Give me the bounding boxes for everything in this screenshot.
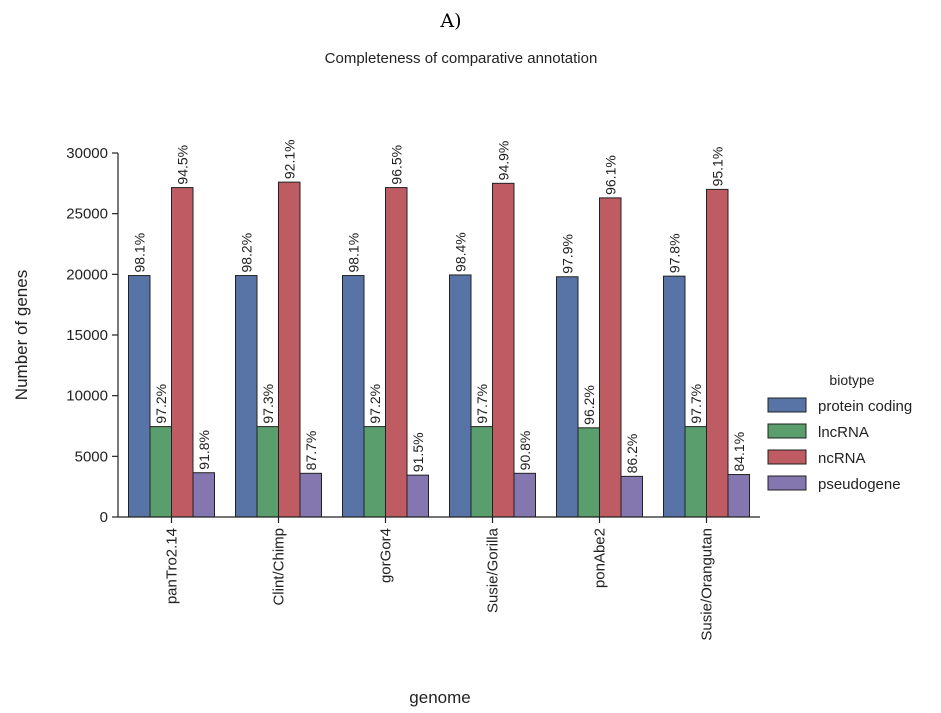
data-label: 91.8% (196, 430, 212, 470)
data-label: 98.2% (238, 233, 254, 273)
data-label: 96.2% (581, 385, 597, 425)
legend-entry: protein coding (818, 398, 912, 415)
x-tick-label: Susie/Orangutan (699, 528, 716, 641)
legend-swatch (767, 475, 807, 491)
bar-lncrna (577, 427, 600, 518)
bar-lncrna (470, 426, 493, 518)
x-tick-label: panTro2.14 (164, 528, 181, 604)
data-label: 98.4% (452, 232, 468, 272)
data-label: 92.1% (281, 139, 297, 179)
legend: biotype protein coding lncRNA ncRNA pseudog… (767, 372, 912, 493)
data-label: 87.7% (303, 431, 319, 471)
legend-swatch (767, 423, 807, 439)
bar-protein-coding (128, 275, 151, 518)
data-label: 97.7% (688, 384, 704, 424)
bar-pseudogene (620, 475, 643, 518)
data-label: 91.5% (410, 432, 426, 472)
bar-ncrna (278, 181, 301, 518)
bar-ncrna (599, 197, 622, 518)
data-label: 86.2% (624, 434, 640, 474)
legend-entry: pseudogene (818, 476, 901, 493)
legend-swatch (767, 449, 807, 465)
bar-pseudogene (299, 472, 322, 518)
bar-pseudogene (513, 472, 536, 518)
y-tick-label: 10000 (66, 388, 108, 405)
y-tick-label: 5000 (75, 448, 108, 465)
x-tick-label: Susie/Gorilla (485, 527, 502, 613)
bar-lncrna (256, 426, 279, 518)
bar-protein-coding (235, 275, 258, 518)
legend-title: biotype (829, 372, 874, 388)
x-tick-label: ponAbe2 (592, 528, 609, 588)
data-label: 97.8% (666, 233, 682, 273)
data-label: 94.9% (495, 141, 511, 181)
x-axis-label: genome (409, 688, 470, 707)
bar-ncrna (706, 188, 729, 518)
bars (128, 181, 750, 518)
bar-ncrna (492, 182, 515, 518)
y-axis-label: Number of genes (12, 270, 31, 400)
x-axis: panTro2.14 Clint/Chimp gorGor4 Susie/Gorill… (164, 517, 716, 641)
x-tick-label: gorGor4 (378, 528, 395, 583)
data-label: 97.7% (474, 384, 490, 424)
data-label: 98.1% (131, 233, 147, 273)
data-label: 97.2% (153, 384, 169, 424)
data-label: 90.8% (517, 431, 533, 471)
data-label: 94.5% (174, 145, 190, 185)
y-axis: 0 5000 10000 15000 20000 25000 30000 (66, 145, 118, 526)
y-tick-label: 25000 (66, 206, 108, 223)
bar-protein-coding (556, 276, 579, 518)
y-tick-label: 15000 (66, 327, 108, 344)
bar-ncrna (385, 187, 408, 518)
bar-ncrna (171, 187, 194, 518)
data-label: 95.1% (709, 147, 725, 187)
bar-lncrna (684, 426, 707, 518)
panel-label: A) (439, 10, 461, 32)
legend-entry: ncRNA (818, 450, 866, 467)
data-label: 97.9% (559, 234, 575, 274)
bar-pseudogene (192, 472, 215, 518)
bar-protein-coding (663, 275, 686, 518)
bar-pseudogene (727, 474, 750, 518)
data-label: 96.5% (388, 145, 404, 185)
chart-title: Completeness of comparative annotation (325, 50, 598, 67)
data-label: 97.3% (260, 384, 276, 424)
data-label: 98.1% (345, 233, 361, 273)
data-label: 84.1% (731, 432, 747, 472)
x-tick-label: Clint/Chimp (271, 528, 288, 606)
legend-swatch (767, 397, 807, 413)
bar-protein-coding (342, 275, 365, 518)
data-label: 96.1% (602, 155, 618, 195)
bar-pseudogene (406, 474, 429, 518)
y-tick-label: 0 (100, 509, 108, 526)
data-labels: 98.1% 97.2% 94.5% 91.8% 98.2% 97.3% 92.1% 87.7%… (131, 139, 747, 473)
legend-entry: lncRNA (818, 424, 869, 441)
data-label: 97.2% (367, 384, 383, 424)
y-tick-label: 20000 (66, 266, 108, 283)
bar-protein-coding (449, 274, 472, 518)
bar-lncrna (363, 426, 386, 518)
bar-lncrna (149, 426, 172, 518)
y-tick-label: 30000 (66, 145, 108, 162)
